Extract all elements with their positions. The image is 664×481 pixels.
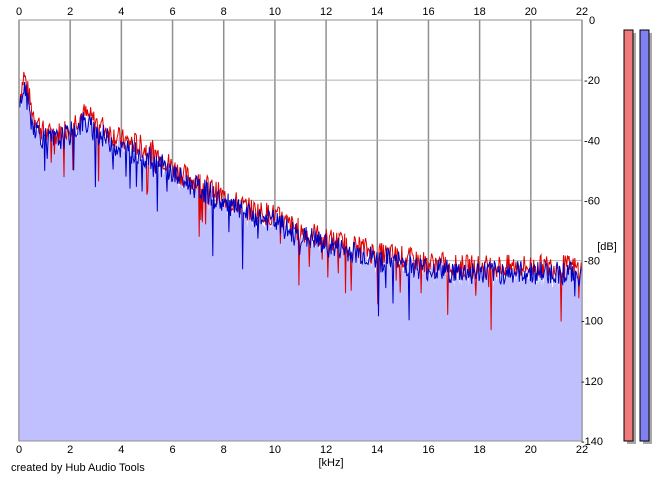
x-tick-label-top: 12: [320, 6, 332, 18]
x-tick-label-top: 8: [221, 6, 227, 18]
x-tick-label-top: 4: [118, 6, 124, 18]
y-tick-label: 0: [589, 15, 595, 27]
x-tick-label-top: 2: [67, 6, 73, 18]
plot-border: [18, 19, 583, 442]
series-line-left: [18, 71, 583, 331]
spectrum-fill-area: [19, 80, 582, 442]
x-axis-label: [kHz]: [318, 457, 343, 469]
x-tick-label-top: 22: [576, 6, 588, 18]
x-tick-label-bottom: 22: [576, 444, 588, 456]
y-axis-label: [dB]: [597, 241, 617, 253]
x-tick-label-bottom: 18: [474, 444, 486, 456]
x-tick-label-bottom: 20: [525, 444, 537, 456]
y-tick-label: -80: [584, 256, 600, 268]
level-meter-right: [639, 29, 650, 442]
x-tick-label-bottom: 2: [67, 444, 73, 456]
y-tick-label: -40: [584, 135, 600, 147]
x-tick-label-top: 18: [474, 6, 486, 18]
credit-text: created by Hub Audio Tools: [11, 462, 145, 474]
x-tick-label-top: 14: [371, 6, 383, 18]
x-tick-label-top: 20: [525, 6, 537, 18]
x-axis-bottom-tick-labels: 0 2 4 6 8 10 12 14 16 18 20 22: [16, 444, 588, 456]
level-meter-left: [623, 29, 634, 442]
y-tick-label: -60: [584, 195, 600, 207]
y-axis-tick-labels: 0 -20 -40 -60 -80 -100 -120 -140: [581, 15, 603, 448]
x-tick-label-bottom: 10: [269, 444, 281, 456]
y-tick-label: -140: [581, 436, 603, 448]
x-tick-label-bottom: 16: [422, 444, 434, 456]
x-tick-label-top: 6: [169, 6, 175, 18]
x-tick-label-bottom: 4: [118, 444, 124, 456]
x-tick-label-bottom: 8: [221, 444, 227, 456]
series-layer: [18, 71, 583, 331]
x-tick-label-bottom: 12: [320, 444, 332, 456]
x-tick-label-bottom: 0: [16, 444, 22, 456]
x-tick-label-bottom: 14: [371, 444, 383, 456]
x-tick-label-top: 10: [269, 6, 281, 18]
x-tick-label-bottom: 6: [169, 444, 175, 456]
series-line-right: [18, 81, 583, 321]
x-tick-label-top: 0: [16, 6, 22, 18]
y-tick-label: -120: [581, 376, 603, 388]
y-tick-label: -100: [581, 316, 603, 328]
level-meters: [623, 29, 652, 444]
y-tick-label: -20: [584, 75, 600, 87]
x-tick-label-top: 16: [422, 6, 434, 18]
x-axis-top-tick-labels: 0 2 4 6 8 10 12 14 16 18 20 22: [16, 6, 588, 18]
